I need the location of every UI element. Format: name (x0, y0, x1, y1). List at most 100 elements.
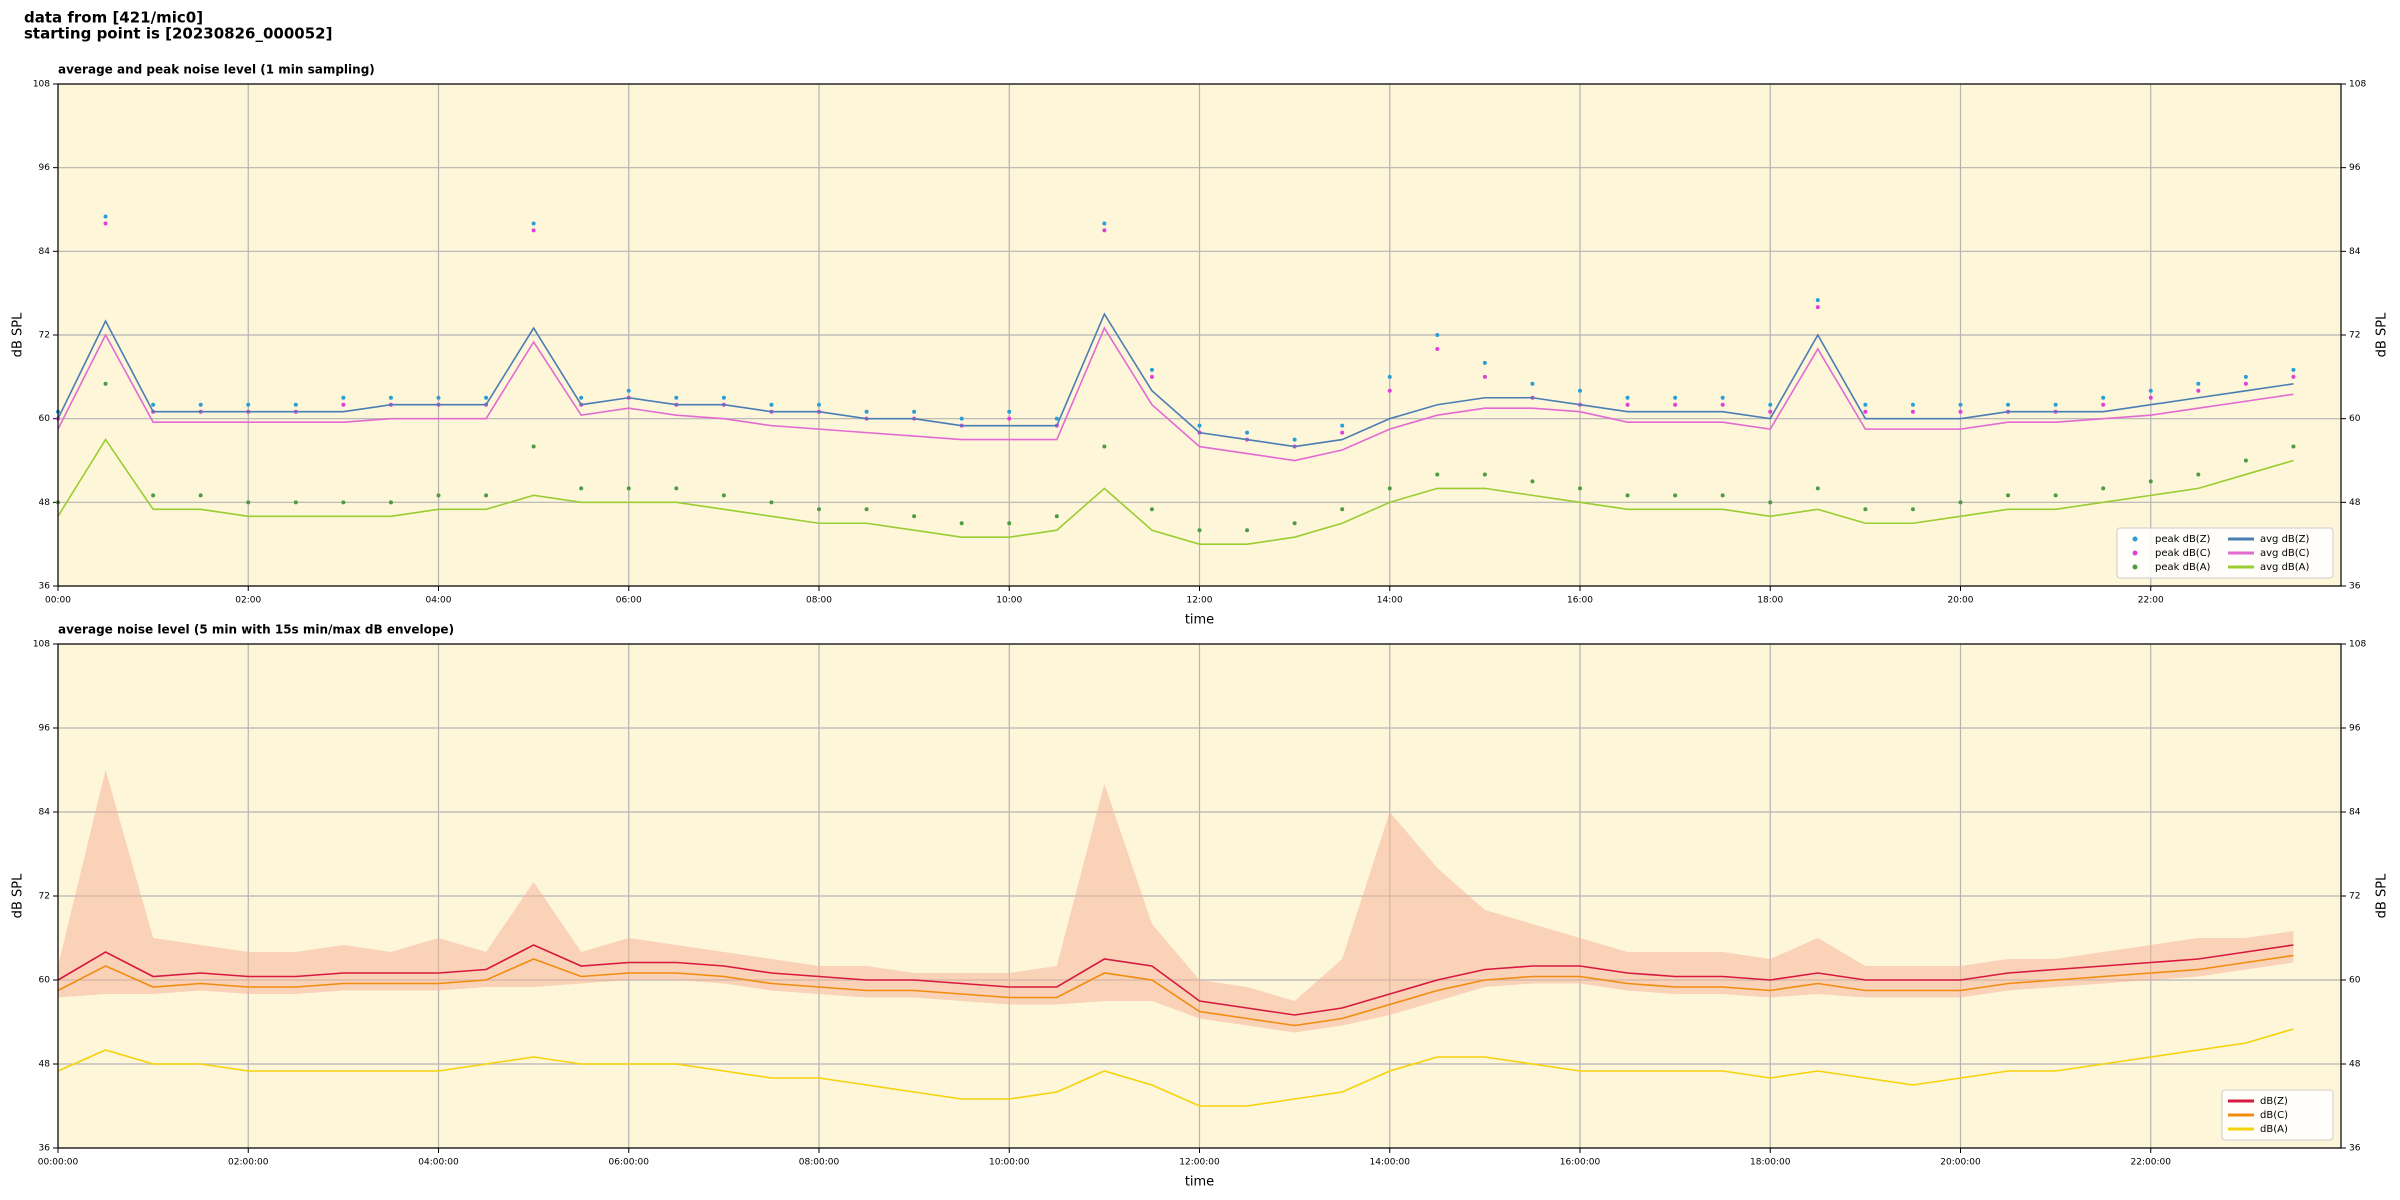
peak-point (2196, 388, 2201, 393)
legend-label: avg dB(C) (2260, 548, 2310, 559)
peak-point (579, 486, 584, 491)
chart-title: average and peak noise level (1 min samp… (58, 63, 375, 77)
chart-title: average noise level (5 min with 15s min/… (58, 623, 454, 637)
peak-point (1149, 507, 1154, 512)
peak-point (1340, 507, 1345, 512)
peak-point (1673, 402, 1678, 407)
x-tick-label: 14:00:00 (1370, 1158, 1411, 1168)
peak-point (1435, 333, 1440, 337)
x-tick-label: 06:00 (616, 596, 642, 606)
x-tick-label: 00:00:00 (38, 1158, 79, 1168)
peak-point (1387, 388, 1392, 393)
peak-point (1054, 514, 1059, 519)
peak-point (103, 381, 108, 386)
peak-point (1910, 409, 1915, 414)
legend-label: peak dB(C) (2155, 548, 2211, 559)
peak-point (1768, 402, 1773, 407)
x-tick-label: 08:00:00 (799, 1158, 840, 1168)
peak-point (388, 395, 393, 400)
peak-point (246, 500, 251, 505)
peak-point (2006, 493, 2011, 498)
y-axis-label: dB SPL (11, 312, 26, 357)
peak-point (1007, 521, 1012, 526)
peak-point (1958, 500, 1963, 505)
peak-point (2196, 381, 2201, 386)
peak-point (1578, 388, 1582, 393)
series-line (57, 438, 2294, 545)
series-line (57, 944, 2294, 1016)
peak-point (912, 409, 917, 414)
x-tick-label: 10:00:00 (989, 1158, 1030, 1168)
peak-point (1863, 402, 1868, 407)
peak-point (1720, 493, 1725, 498)
y-tick-label: 96 (39, 163, 51, 173)
y-tick-label: 96 (39, 724, 51, 734)
peak-point (2291, 374, 2296, 379)
peak-point (1910, 507, 1915, 512)
y-tick-label: 108 (33, 80, 50, 90)
y2-tick-label: 36 (2349, 1144, 2361, 1154)
peak-point (1625, 493, 1630, 498)
peak-point (864, 409, 869, 414)
y-tick-label: 72 (39, 892, 50, 902)
peak-point (2243, 374, 2248, 379)
y2-tick-label: 96 (2349, 163, 2361, 173)
peak-point (1625, 395, 1630, 400)
plot-frame (57, 643, 2342, 1149)
x-tick-label: 00:00 (45, 596, 71, 606)
peak-point (769, 500, 774, 505)
peak-point (151, 493, 156, 498)
peak-point (1007, 416, 1012, 421)
x-tick-label: 02:00 (235, 596, 261, 606)
x-tick-label: 16:00:00 (1560, 1158, 1601, 1168)
peak-point (2006, 402, 2011, 407)
peak-point (341, 395, 346, 400)
plot-frame (57, 83, 2342, 587)
x-tick-label: 12:00 (1187, 596, 1213, 606)
peak-point (1197, 423, 1202, 428)
peak-point (1625, 402, 1630, 407)
y-tick-label: 48 (39, 498, 51, 508)
peak-point (1768, 409, 1773, 414)
peak-point (1340, 423, 1345, 428)
peak-point (484, 395, 489, 400)
peak-point (1245, 430, 1250, 435)
peak-point (626, 486, 631, 491)
y2-tick-label: 72 (2349, 331, 2360, 341)
y2-tick-label: 96 (2349, 724, 2361, 734)
y2-tick-label: 60 (2349, 414, 2361, 424)
x-tick-label: 04:00 (426, 596, 452, 606)
y-tick-label: 84 (39, 247, 51, 257)
y-tick-label: 84 (39, 808, 51, 818)
peak-point (959, 521, 964, 526)
x-tick-label: 20:00:00 (1940, 1158, 1981, 1168)
peak-point (2148, 479, 2153, 484)
peak-point (959, 416, 964, 421)
peak-point (2148, 388, 2153, 393)
peak-point (151, 402, 156, 407)
peak-point (1435, 472, 1440, 477)
y-tick-label: 108 (33, 640, 50, 650)
x-axis-label: time (1185, 613, 1214, 628)
peak-point (817, 507, 821, 512)
y-tick-label: 60 (39, 976, 51, 986)
legend-label: peak dB(A) (2155, 562, 2211, 573)
y-tick-label: 60 (39, 414, 51, 424)
peak-point (388, 500, 393, 505)
peak-point (198, 402, 203, 407)
series-line (57, 954, 2294, 1027)
peak-point (1482, 472, 1487, 477)
peak-point (1720, 402, 1725, 407)
header-line: starting point is [20230826_000052] (24, 25, 332, 43)
peak-point (531, 221, 536, 226)
peak-point (2053, 402, 2058, 407)
peak-point (103, 214, 108, 219)
peak-point (1102, 444, 1107, 449)
y-tick-label: 36 (39, 582, 51, 592)
peak-point (484, 493, 489, 498)
peak-point (531, 228, 536, 233)
peak-point (1673, 395, 1678, 400)
peak-point (1815, 486, 1820, 491)
peak-point (1149, 374, 1154, 379)
